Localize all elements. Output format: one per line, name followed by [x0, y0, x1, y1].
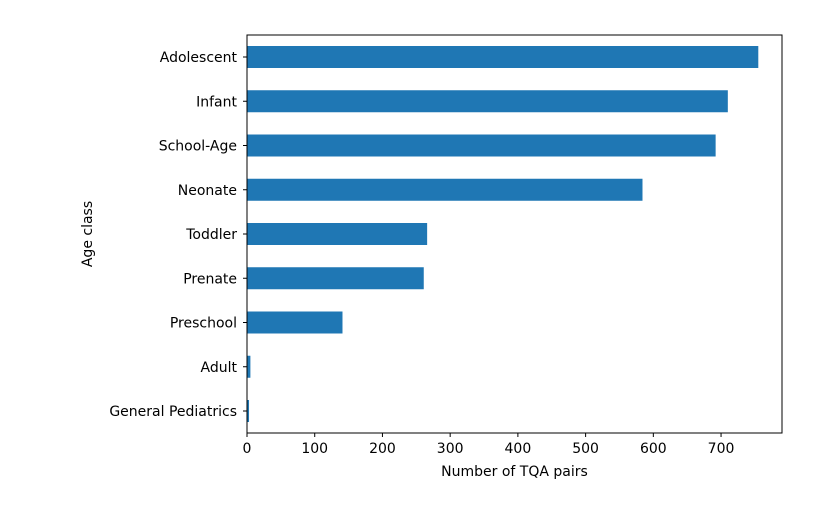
bar-neonate	[247, 178, 643, 201]
y-axis: Adolescent Infant School-Age Neonate Toddler…	[109, 50, 247, 420]
y-tick-label: Adolescent	[160, 50, 238, 66]
x-tick-label: 300	[437, 441, 464, 457]
x-tick-label: 700	[708, 441, 735, 457]
y-axis-title: Age class	[80, 201, 96, 267]
bar-prenate	[247, 267, 424, 290]
y-tick-label: Neonate	[178, 183, 237, 199]
x-tick-label: 0	[243, 441, 252, 457]
y-tick-label: Adult	[201, 360, 238, 376]
x-axis-title: Number of TQA pairs	[441, 464, 588, 480]
x-tick-label: 500	[572, 441, 599, 457]
bar-school-age	[247, 134, 716, 157]
bar-toddler	[247, 223, 428, 245]
y-tick-label: School-Age	[159, 139, 237, 155]
y-tick-label: Infant	[196, 94, 237, 110]
bar-preschool	[247, 311, 343, 334]
x-tick-label: 600	[640, 441, 667, 457]
x-tick-label: 200	[369, 441, 396, 457]
bars	[247, 46, 759, 422]
bar-adolescent	[247, 46, 759, 68]
y-tick-label: Prenate	[183, 271, 237, 287]
y-tick-label: General Pediatrics	[109, 404, 237, 420]
x-axis: 0 100 200 300 400 500 600 700	[243, 433, 735, 457]
x-tick-label: 400	[505, 441, 532, 457]
y-tick-label: Toddler	[185, 227, 237, 243]
x-tick-label: 100	[301, 441, 328, 457]
bar-general-pediatrics	[247, 400, 250, 422]
bar-adult	[247, 355, 251, 378]
y-tick-label: Preschool	[170, 316, 237, 332]
bar-infant	[247, 90, 728, 113]
